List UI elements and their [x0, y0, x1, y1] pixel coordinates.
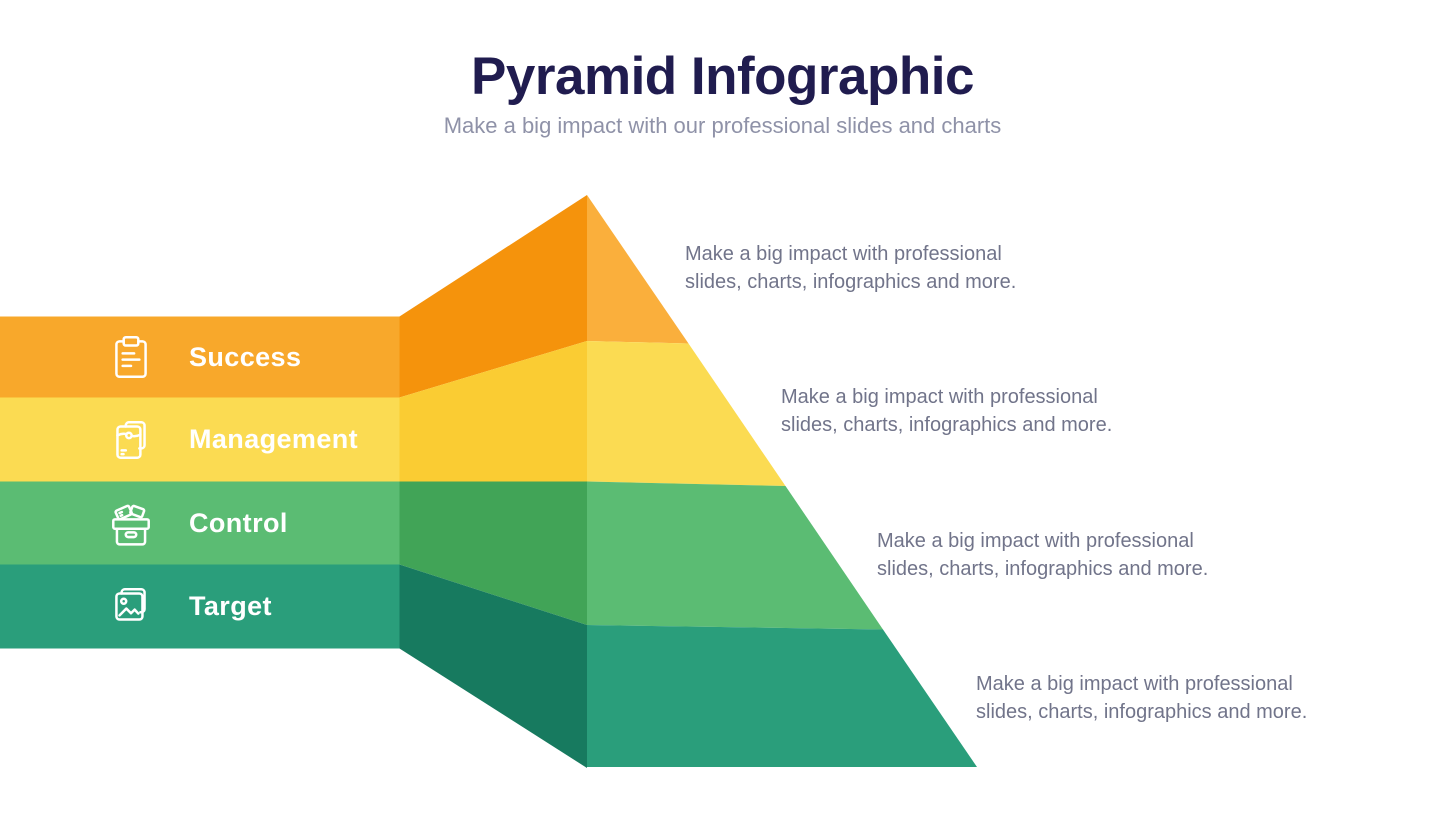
pyramid-front-success [587, 195, 689, 344]
level-label-success: Success [189, 341, 302, 372]
documents-icon [116, 420, 146, 459]
description-line: slides, charts, infographics and more. [685, 271, 1017, 293]
pyramid-side-target [399, 564, 587, 768]
description-line: slides, charts, infographics and more. [781, 414, 1113, 436]
pyramid-front-management [587, 341, 786, 486]
pyramid-front-target [587, 625, 977, 767]
description-line: Make a big impact with professional [781, 386, 1098, 408]
pyramid-side-success [399, 195, 587, 398]
level-description-management: Make a big impact with professional slid… [781, 383, 1141, 439]
level-description-target: Make a big impact with professional slid… [976, 670, 1336, 726]
level-label-target: Target [189, 591, 272, 621]
description-line: Make a big impact with professional [877, 530, 1194, 552]
pyramid-side-management [399, 341, 587, 482]
level-label-management: Management [189, 424, 359, 454]
pyramid-side-control [399, 481, 587, 625]
description-line: slides, charts, infographics and more. [976, 701, 1308, 723]
level-row-control: Control [0, 482, 400, 565]
band-management [0, 397, 400, 482]
level-description-control: Make a big impact with professional slid… [877, 527, 1237, 583]
slide-header: Pyramid Infographic Make a big impact wi… [0, 47, 1445, 141]
image-icon [115, 587, 146, 621]
description-line: Make a big impact with professional [976, 673, 1293, 695]
band-target [0, 564, 400, 649]
clipboard-icon [115, 335, 147, 379]
description-line: Make a big impact with professional [685, 243, 1002, 265]
level-description-success: Make a big impact with professional slid… [685, 240, 1045, 296]
level-row-management: Management [0, 398, 400, 482]
archive-box-icon [112, 504, 150, 546]
page-title: Pyramid Infographic [471, 47, 974, 106]
level-label-control: Control [189, 507, 288, 538]
pyramid-front-control [587, 481, 883, 630]
page-subtitle: Make a big impact with our professional … [443, 113, 1002, 139]
level-row-target: Target [0, 565, 400, 649]
description-line: slides, charts, infographics and more. [877, 558, 1209, 580]
band-control [0, 481, 400, 565]
level-row-success: Success [0, 317, 400, 398]
band-success [0, 316, 400, 398]
